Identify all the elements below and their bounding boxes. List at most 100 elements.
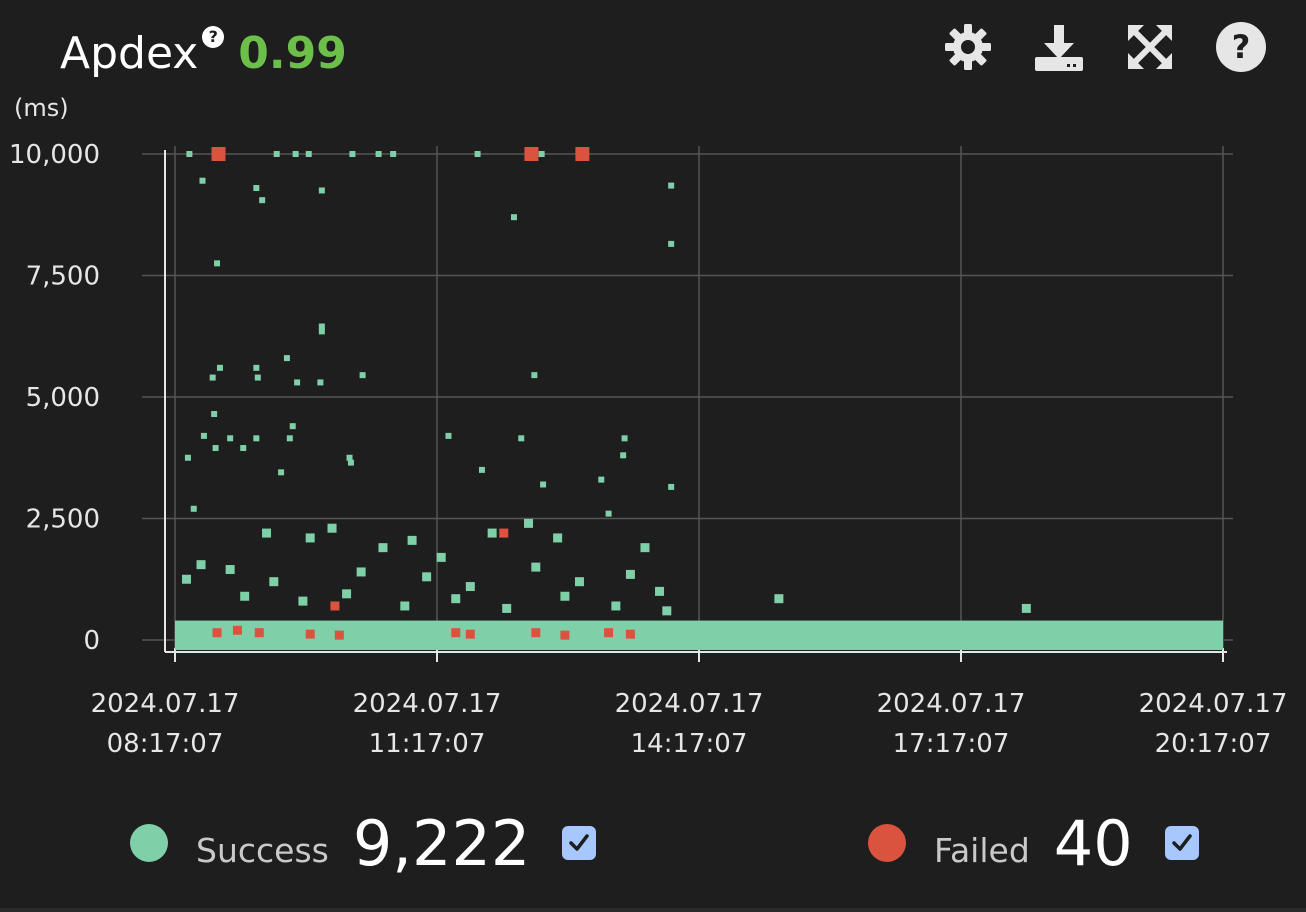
x-tick-label-time: 20:17:07 [1155, 729, 1272, 759]
success-point [611, 601, 621, 611]
success-point [283, 355, 290, 362]
failed-point [575, 147, 590, 161]
success-point [487, 528, 497, 538]
success-point [359, 372, 366, 379]
success-point [640, 543, 650, 553]
success-point [225, 565, 235, 575]
success-point [538, 151, 545, 157]
help-icon: ? [1216, 22, 1266, 72]
success-point [574, 577, 584, 587]
check-icon [1171, 834, 1192, 851]
success-point [502, 603, 512, 613]
x-tick-label-date: 2024.07.17 [877, 689, 1026, 719]
success-point [346, 454, 353, 461]
x-tick-label-date: 2024.07.17 [91, 689, 240, 719]
chart-header: Apdex ? 0.99 [60, 26, 347, 88]
download-icon [1035, 25, 1083, 71]
success-point [317, 379, 324, 386]
success-checkbox[interactable] [562, 826, 597, 860]
success-point [269, 577, 279, 587]
chart-toolbar: ? [906, 22, 1270, 72]
success-point [531, 562, 541, 572]
scatter-chart: 0 2,500 5,000 7,500 10,000 (ms) 2024.07.17 08:1… [9, 94, 1287, 759]
success-point [211, 411, 218, 418]
success-point [184, 454, 191, 461]
failed-point [625, 629, 635, 639]
success-point [655, 586, 665, 596]
success-point [625, 569, 635, 579]
success-point [278, 469, 285, 476]
success-point [227, 435, 234, 442]
failed-point [499, 528, 509, 538]
success-point [375, 151, 382, 157]
failed-point [451, 628, 461, 638]
download-button[interactable] [1030, 22, 1088, 72]
x-tick-label-time: 17:17:07 [893, 729, 1010, 759]
success-point [254, 374, 261, 381]
failed-point [524, 147, 539, 161]
success-point [318, 187, 325, 194]
apdex-help-icon[interactable]: ? [202, 26, 225, 48]
failed-point [232, 625, 242, 635]
success-point [560, 591, 570, 601]
x-tick-label-time: 08:17:07 [107, 729, 224, 759]
failed-checkbox[interactable] [1164, 826, 1199, 860]
fullscreen-button[interactable] [1121, 22, 1179, 72]
success-point [318, 328, 325, 335]
failed-dot [868, 824, 906, 862]
success-point [186, 151, 193, 157]
failed-point [330, 601, 340, 611]
failed-point [465, 629, 475, 639]
success-point [668, 182, 675, 189]
y-tick-label: 2,500 [26, 505, 100, 535]
success-point [400, 601, 410, 611]
success-point [349, 151, 356, 157]
success-point [216, 364, 223, 371]
success-point [436, 552, 446, 562]
success-point [240, 591, 250, 601]
success-point [199, 177, 206, 184]
y-tick-label: 5,000 [26, 383, 100, 413]
success-point [289, 423, 296, 430]
success-point [214, 260, 221, 267]
failed-point [560, 630, 570, 640]
failed-point [254, 628, 264, 638]
x-tick-label-date: 2024.07.17 [615, 689, 764, 719]
success-point [524, 518, 534, 528]
chart-legend: Success 9,222 Failed 40 [0, 807, 1306, 880]
success-point [407, 535, 417, 545]
success-point [662, 606, 672, 616]
success-point [510, 214, 517, 221]
success-point [327, 523, 337, 533]
failed-point [305, 629, 315, 639]
success-dot [130, 824, 168, 862]
failed-point [211, 147, 226, 161]
expand-icon [1128, 25, 1172, 69]
success-point [378, 543, 388, 553]
bottom-divider [0, 908, 1306, 912]
x-tick-label-time: 14:17:07 [631, 729, 748, 759]
failed-point [212, 628, 222, 638]
failed-label: Failed [934, 830, 1030, 870]
success-point [190, 505, 197, 512]
x-tick-label-date: 2024.07.17 [353, 689, 502, 719]
failed-point [334, 630, 344, 640]
success-point [259, 197, 266, 204]
success-point [531, 372, 538, 379]
success-point [598, 476, 605, 483]
svg-text:?: ? [1232, 28, 1251, 66]
success-point [305, 533, 315, 543]
success-point [209, 374, 216, 381]
success-point [240, 445, 247, 452]
success-label: Success [196, 830, 329, 870]
success-point [605, 510, 612, 517]
help-button[interactable]: ? [1212, 22, 1270, 72]
apdex-title: Apdex [60, 28, 199, 79]
success-point [347, 459, 354, 466]
success-point [1021, 603, 1031, 613]
success-point [478, 466, 485, 473]
success-point [318, 323, 325, 330]
legend-failed: Failed 40 [868, 807, 1199, 880]
x-tick-label-time: 11:17:07 [369, 729, 486, 759]
settings-button[interactable] [939, 22, 997, 72]
